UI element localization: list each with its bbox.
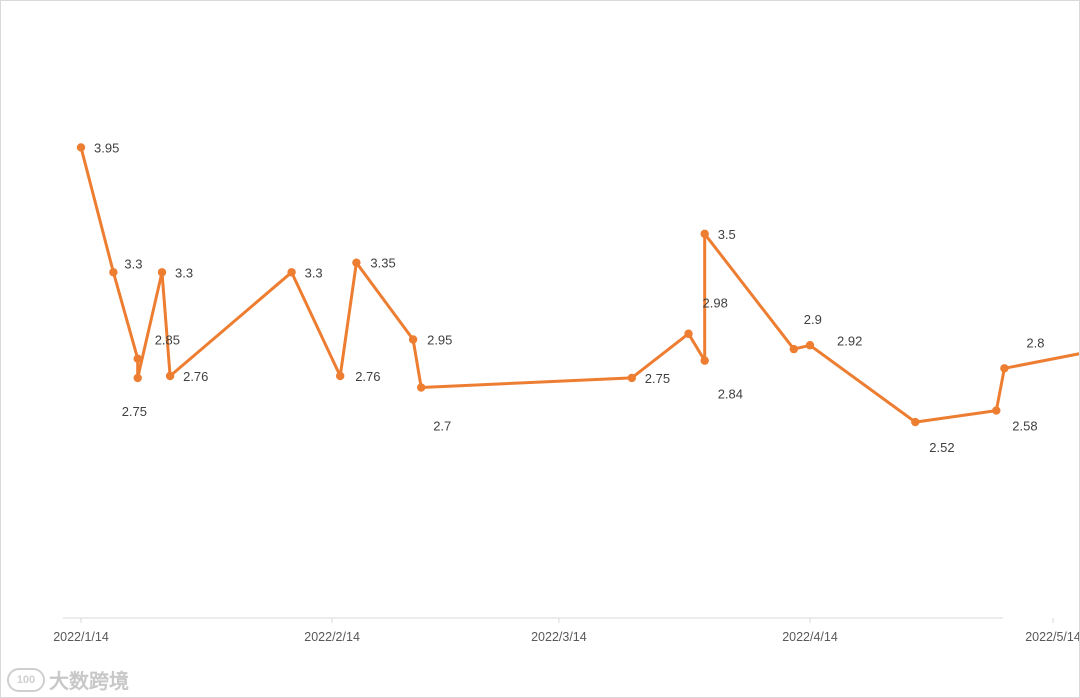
data-label: 2.75: [645, 371, 670, 386]
data-point: [700, 229, 709, 239]
data-label: 2.52: [929, 440, 954, 455]
data-point: [417, 383, 426, 392]
x-tick-label: 2022/4/14: [782, 630, 838, 644]
data-point: [287, 268, 296, 277]
data-point: [352, 258, 361, 267]
data-point: [109, 268, 118, 277]
series-line: [79, 145, 1079, 424]
watermark-logo-icon: 100: [7, 667, 45, 692]
data-label: 2.98: [703, 296, 728, 311]
x-tick-label: 2022/1/14: [53, 630, 109, 644]
data-label: 2.76: [183, 369, 208, 384]
data-point: [408, 335, 418, 344]
data-point: [336, 371, 345, 381]
data-label: 2.7: [433, 419, 451, 434]
data-point: [684, 329, 693, 338]
data-label: 2.84: [718, 387, 743, 402]
data-label: 2.75: [122, 404, 147, 419]
data-point: [165, 371, 175, 381]
data-point: [1000, 364, 1009, 373]
data-point: [627, 373, 636, 383]
data-point: [700, 356, 709, 365]
data-label: 3.95: [94, 140, 119, 155]
data-point: [911, 417, 920, 427]
data-label: 2.9: [804, 312, 822, 327]
data-label: 3.3: [305, 265, 323, 280]
x-tick-label: 2022/2/14: [304, 630, 360, 644]
data-point: [157, 268, 167, 277]
x-tick-label: 2022/5/14: [1025, 630, 1079, 644]
data-label: 2.92: [837, 333, 862, 348]
data-point: [805, 341, 815, 350]
data-point: [133, 354, 142, 363]
watermark: 100 大数跨境: [7, 665, 129, 694]
data-labels: 3.95 3.3 2.85 2.75 3.3 2.76 3.3 2.76 3.35 2.95 2.7…: [94, 140, 1044, 455]
data-point: [992, 406, 1001, 415]
watermark-text: 大数跨境: [49, 671, 129, 693]
data-point: [133, 373, 142, 383]
data-label: 2.85: [155, 333, 180, 348]
x-axis-tick-labels: 2022/1/14 2022/2/14 2022/3/14 2022/4/14 2022…: [53, 618, 1079, 644]
data-label: 2.8: [1026, 335, 1044, 350]
data-label: 3.3: [124, 256, 142, 271]
series-markers: [76, 143, 1009, 427]
x-tick-label: 2022/3/14: [531, 630, 587, 644]
data-label: 3.3: [175, 265, 193, 280]
data-label: 3.35: [370, 256, 395, 271]
data-label: 3.5: [718, 227, 736, 242]
data-label: 2.95: [427, 333, 452, 348]
data-point: [76, 143, 86, 152]
data-point: [789, 344, 798, 354]
data-label: 2.58: [1012, 419, 1037, 434]
data-label: 2.76: [355, 369, 380, 384]
